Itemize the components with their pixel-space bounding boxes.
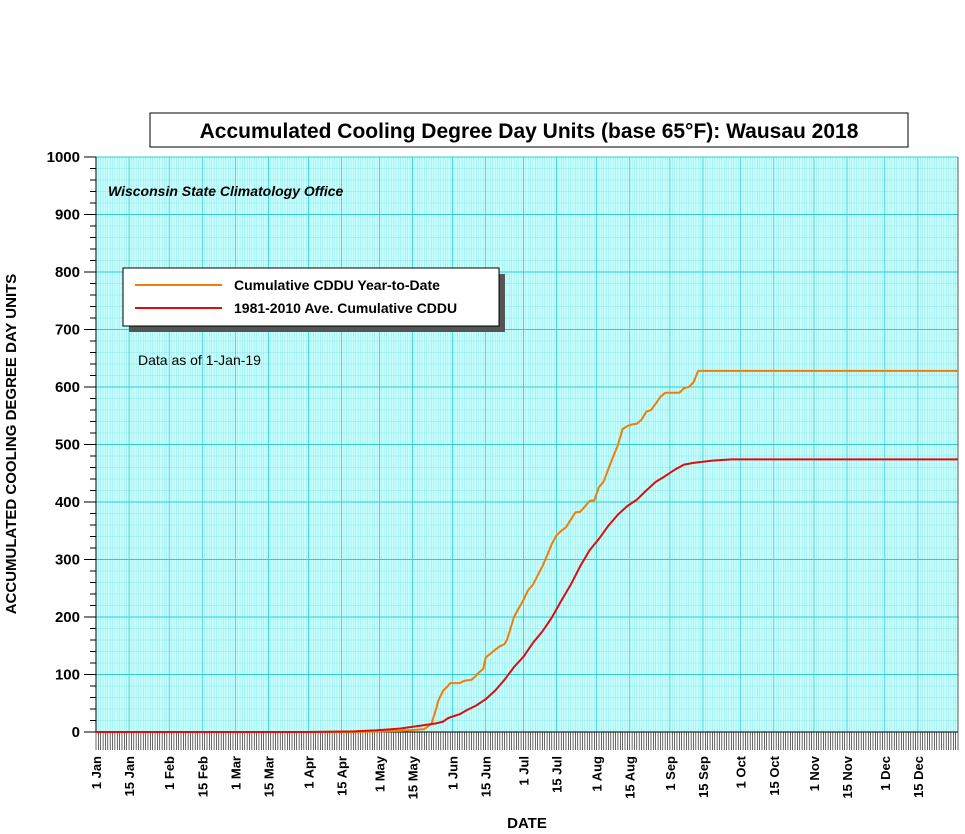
axes: 0 100 200 300 400 500 600 700 800 900 1000 1 Jan 15 … — [47, 149, 959, 799]
y-tick-label: 100 — [55, 667, 80, 684]
data-date-note: Data as of 1-Jan-19 — [138, 352, 261, 368]
x-tick-label: 15 Oct — [767, 755, 782, 795]
title-box-frame — [149, 112, 909, 148]
x-tick-label: 1 Oct — [734, 755, 749, 788]
y-tick-label: 900 — [55, 207, 80, 224]
x-tick-label: 15 Feb — [195, 756, 210, 797]
grid — [95, 156, 959, 733]
x-tick-label: 15 Nov — [840, 755, 855, 798]
x-tick-label: 1 Nov — [807, 755, 822, 791]
series-lines — [96, 369, 958, 733]
y-tick-label: 0 — [72, 724, 80, 741]
x-tick-label: 1 Sep — [663, 756, 678, 791]
x-axis-title: DATE — [507, 815, 547, 832]
y-tick-label: 500 — [55, 437, 80, 454]
chart-subtitle: Wisconsin State Climatology Office — [108, 183, 344, 199]
x-tick-label: 15 Dec — [911, 756, 926, 798]
chart-title-box: Accumulated Cooling Degree Day Units (ba… — [149, 112, 909, 148]
y-tick-label: 200 — [55, 609, 80, 626]
legend-box — [122, 267, 500, 327]
chart-title: Accumulated Cooling Degree Day Units (ba… — [200, 120, 859, 143]
x-tick-label: 1 May — [372, 755, 387, 792]
y-axis-title: ACCUMULATED COOLING DEGREE DAY UNITS — [3, 274, 20, 615]
x-tick-label: 1 Mar — [228, 756, 243, 790]
x-tick-label: 15 Jun — [479, 756, 494, 797]
legend: Cumulative CDDU Year-to-Date 1981-2010 A… — [122, 267, 505, 332]
legend-label-ytd: Cumulative CDDU Year-to-Date — [234, 277, 440, 293]
x-tick-label: 1 Jun — [446, 756, 461, 790]
series-line-ytd — [96, 369, 958, 733]
series-line-normal — [96, 458, 958, 733]
y-tick-label: 300 — [55, 552, 80, 569]
x-tick-label: 1 Jan — [89, 756, 104, 789]
x-tick-label: 1 Feb — [162, 756, 177, 790]
y-tick-label: 600 — [55, 379, 80, 396]
y-tick-label: 800 — [55, 264, 80, 281]
x-tick-label: 15 Aug — [623, 756, 638, 799]
x-tick-label: 1 Dec — [878, 756, 893, 791]
x-tick-label: 15 Jul — [550, 756, 565, 793]
x-tick-label: 1 Apr — [302, 756, 317, 789]
y-tick-label: 400 — [55, 494, 80, 511]
x-tick-label: 1 Jul — [516, 756, 531, 786]
x-tick-label: 15 Mar — [261, 756, 276, 797]
x-tick-label: 1 Aug — [590, 756, 605, 792]
y-tick-label: 1000 — [47, 149, 80, 166]
y-tick-label: 700 — [55, 322, 80, 339]
x-tick-label: 15 Apr — [335, 756, 350, 796]
x-tick-label: 15 May — [405, 755, 420, 799]
x-tick-label: 15 Sep — [696, 756, 711, 798]
x-tick-label: 15 Jan — [122, 756, 137, 797]
legend-label-normal: 1981-2010 Ave. Cumulative CDDU — [234, 300, 457, 316]
